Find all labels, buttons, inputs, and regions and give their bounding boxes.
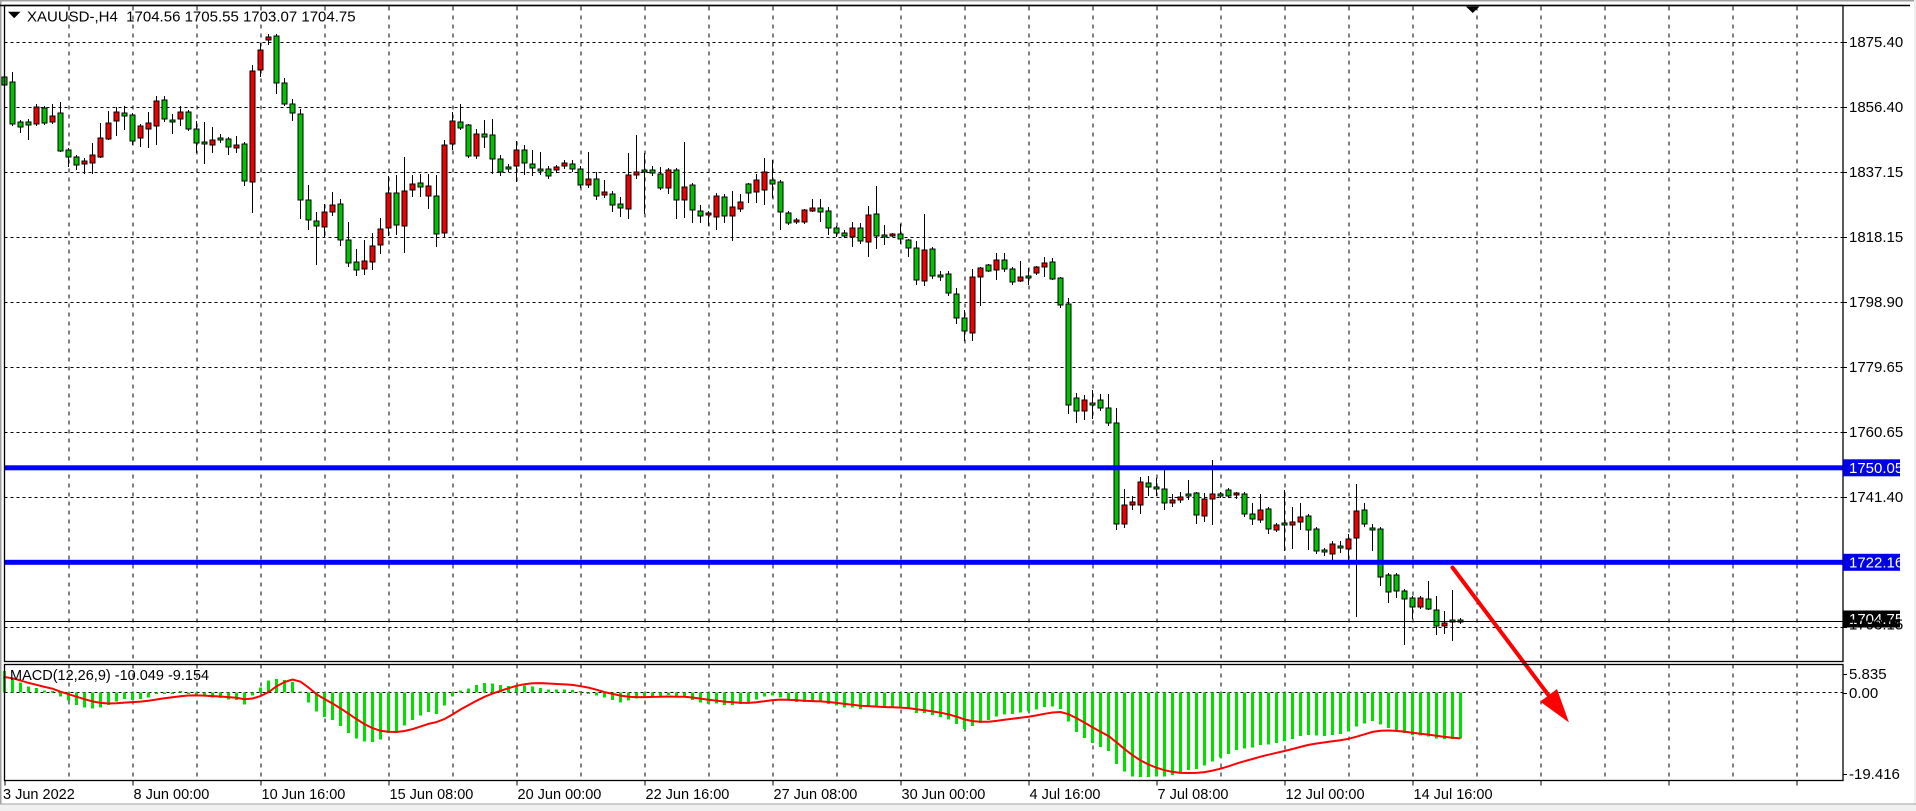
svg-text:7 Jul 08:00: 7 Jul 08:00	[1158, 787, 1229, 803]
svg-text:10 Jun 16:00: 10 Jun 16:00	[262, 787, 346, 803]
svg-text:20 Jun 00:00: 20 Jun 00:00	[518, 787, 602, 803]
svg-text:8 Jun 00:00: 8 Jun 00:00	[134, 787, 210, 803]
svg-text:1703.15: 1703.15	[1849, 617, 1903, 634]
svg-text:1818.15: 1818.15	[1849, 229, 1903, 246]
svg-text:1856.40: 1856.40	[1849, 99, 1903, 116]
svg-text:1875.40: 1875.40	[1849, 34, 1903, 51]
svg-text:MACD(12,26,9) -10.049 -9.154: MACD(12,26,9) -10.049 -9.154	[10, 668, 209, 684]
svg-text:30 Jun 00:00: 30 Jun 00:00	[902, 787, 986, 803]
svg-text:22 Jun 16:00: 22 Jun 16:00	[646, 787, 730, 803]
svg-text:0.00: 0.00	[1849, 685, 1878, 702]
svg-text:5.835: 5.835	[1849, 666, 1887, 683]
svg-text:27 Jun 08:00: 27 Jun 08:00	[774, 787, 858, 803]
svg-text:14 Jul 16:00: 14 Jul 16:00	[1414, 787, 1493, 803]
svg-text:1779.65: 1779.65	[1849, 359, 1903, 376]
svg-text:4 Jul 16:00: 4 Jul 16:00	[1030, 787, 1101, 803]
svg-text:3 Jun 2022: 3 Jun 2022	[3, 787, 75, 803]
svg-text:12 Jul 00:00: 12 Jul 00:00	[1286, 787, 1365, 803]
svg-text:15 Jun 08:00: 15 Jun 08:00	[390, 787, 474, 803]
svg-text:1750.05: 1750.05	[1849, 460, 1903, 477]
svg-text:1704.75: 1704.75	[1849, 611, 1903, 628]
svg-text:1837.15: 1837.15	[1849, 164, 1903, 181]
svg-text:XAUUSD-,H4 1704.56 1705.55 17: XAUUSD-,H4 1704.56 1705.55 1703.07 1704.…	[27, 9, 356, 26]
svg-text:1760.65: 1760.65	[1849, 424, 1903, 441]
svg-text:1722.16: 1722.16	[1849, 554, 1903, 571]
svg-text:-19.416: -19.416	[1849, 766, 1900, 783]
svg-text:1798.90: 1798.90	[1849, 294, 1903, 311]
svg-text:1741.40: 1741.40	[1849, 489, 1903, 506]
